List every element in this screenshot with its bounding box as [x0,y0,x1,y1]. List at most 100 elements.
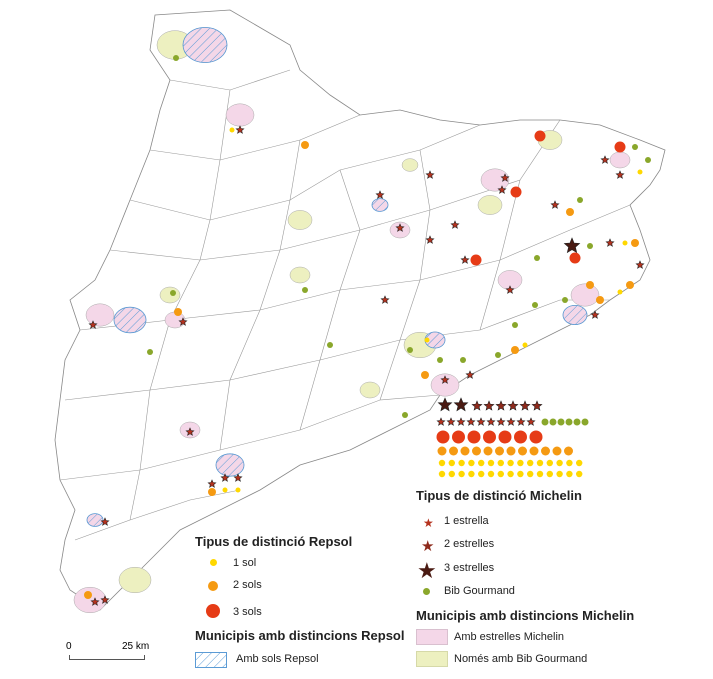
two-sols-marker [472,446,481,456]
one-star-marker [425,170,435,179]
bib-gourmand-marker [327,342,333,348]
legend-repsol: Tipus de distinció Repsol 1 sol 2 sols 3… [195,534,425,674]
michelin-star-area [430,373,460,397]
one-star-marker [496,417,506,426]
one-star-marker [635,260,645,269]
legend-label: 1 sol [233,557,257,569]
legend-michelin-municipis-title: Municipis amb distincions Michelin [416,608,635,623]
two-stars-icon: ★ [421,538,435,555]
one-sol-marker [546,470,553,478]
three-sols-marker [452,430,465,444]
one-star-marker [500,173,510,182]
one-sol-marker [438,459,446,467]
michelin-star-area [609,151,631,169]
bib-gourmand-marker [532,302,538,308]
one-star-marker [476,417,486,426]
michelin-star-area [570,283,600,307]
one-sol-marker [438,470,446,478]
one-sol-marker [622,240,628,246]
two-sols-marker [586,281,594,289]
legend-label: 1 estrella [444,515,489,527]
two-sols-marker [596,296,604,304]
one-star-marker [178,317,188,326]
bib-gourmand-marker [562,297,568,303]
bib-gourmand-marker [549,418,557,426]
three-stars-marker [437,397,453,412]
one-sol-marker [637,169,643,175]
one-star-marker [436,417,446,426]
legend-label: Amb estrelles Michelin [454,631,565,643]
one-sol-marker [522,342,528,348]
one-sol-marker [487,470,495,478]
hatch-swatch [195,652,227,668]
three-stars-marker [563,237,581,254]
bib-gourmand-marker [407,347,413,353]
michelin-star-area [225,103,255,127]
two-sols-marker [449,446,458,456]
one-sol-marker [517,470,524,478]
legend-label: 2 sols [233,579,262,591]
three-sols-marker [569,252,581,264]
one-sol-marker [536,470,544,478]
one-star-marker [100,595,110,604]
scale-end: 25 km [122,641,150,652]
one-star-marker [220,473,230,482]
one-sol-marker [458,470,465,478]
two-sols-marker [626,281,634,289]
two-sols-marker [301,141,309,149]
two-sols-marker [631,239,639,247]
bib-gourmand-marker [557,418,565,426]
bib-gourmand-marker [437,357,443,363]
one-star-marker [440,375,450,384]
three-sols-marker [510,186,522,198]
bib-gourmand-marker [147,349,153,355]
one-star-marker [100,517,110,526]
one-sol-marker [222,487,228,493]
repsol-area [113,306,147,334]
michelin-star-area [85,303,115,327]
legend-label: 3 estrelles [444,562,495,574]
bib-gourmand-area [477,195,503,215]
scale-bar: 0 25 km [66,641,176,671]
bib-gourmand-marker [173,55,179,61]
one-sol-marker [546,459,553,467]
three-sols-marker [614,141,626,153]
one-star-marker [466,417,476,426]
bib-gourmand-marker [587,243,593,249]
one-sol-marker [468,470,475,478]
one-star-marker [207,479,217,488]
one-star-marker [90,597,100,606]
bib-gourmand-marker [577,197,583,203]
two-stars-marker [495,400,507,411]
bib-gourmand-marker [645,157,651,163]
bib-gourmand-marker [460,357,466,363]
one-star-marker [380,295,390,304]
one-sol-marker [478,470,485,478]
comarca-borders [59,69,631,541]
two-sols-marker [174,308,182,316]
bib-gourmand-marker [632,144,638,150]
one-sol-marker [527,459,534,467]
one-star-marker [465,370,475,379]
repsol-area [182,26,228,64]
two-sols-swatch [208,581,218,591]
legend-label: Només amb Bib Gourmand [454,653,588,665]
one-star-icon: ★ [423,516,434,530]
three-sols-swatch [206,604,220,618]
legend-michelin: Tipus de distinció Michelin ★ 1 estrella… [416,488,706,673]
one-star-marker [615,170,625,179]
repsol-area [215,453,245,477]
two-sols-marker [529,446,539,456]
three-sols-marker [529,430,543,444]
three-stars-icon: ★ [417,558,437,583]
one-sol-marker [235,487,241,493]
legend-label: 3 sols [233,606,262,618]
stars-area-swatch [416,629,448,645]
one-star-marker [375,190,385,199]
one-star-marker [605,238,615,247]
two-stars-marker [471,400,483,411]
one-star-marker [456,417,466,426]
three-sols-marker [534,130,546,142]
one-sol-swatch [210,559,217,566]
